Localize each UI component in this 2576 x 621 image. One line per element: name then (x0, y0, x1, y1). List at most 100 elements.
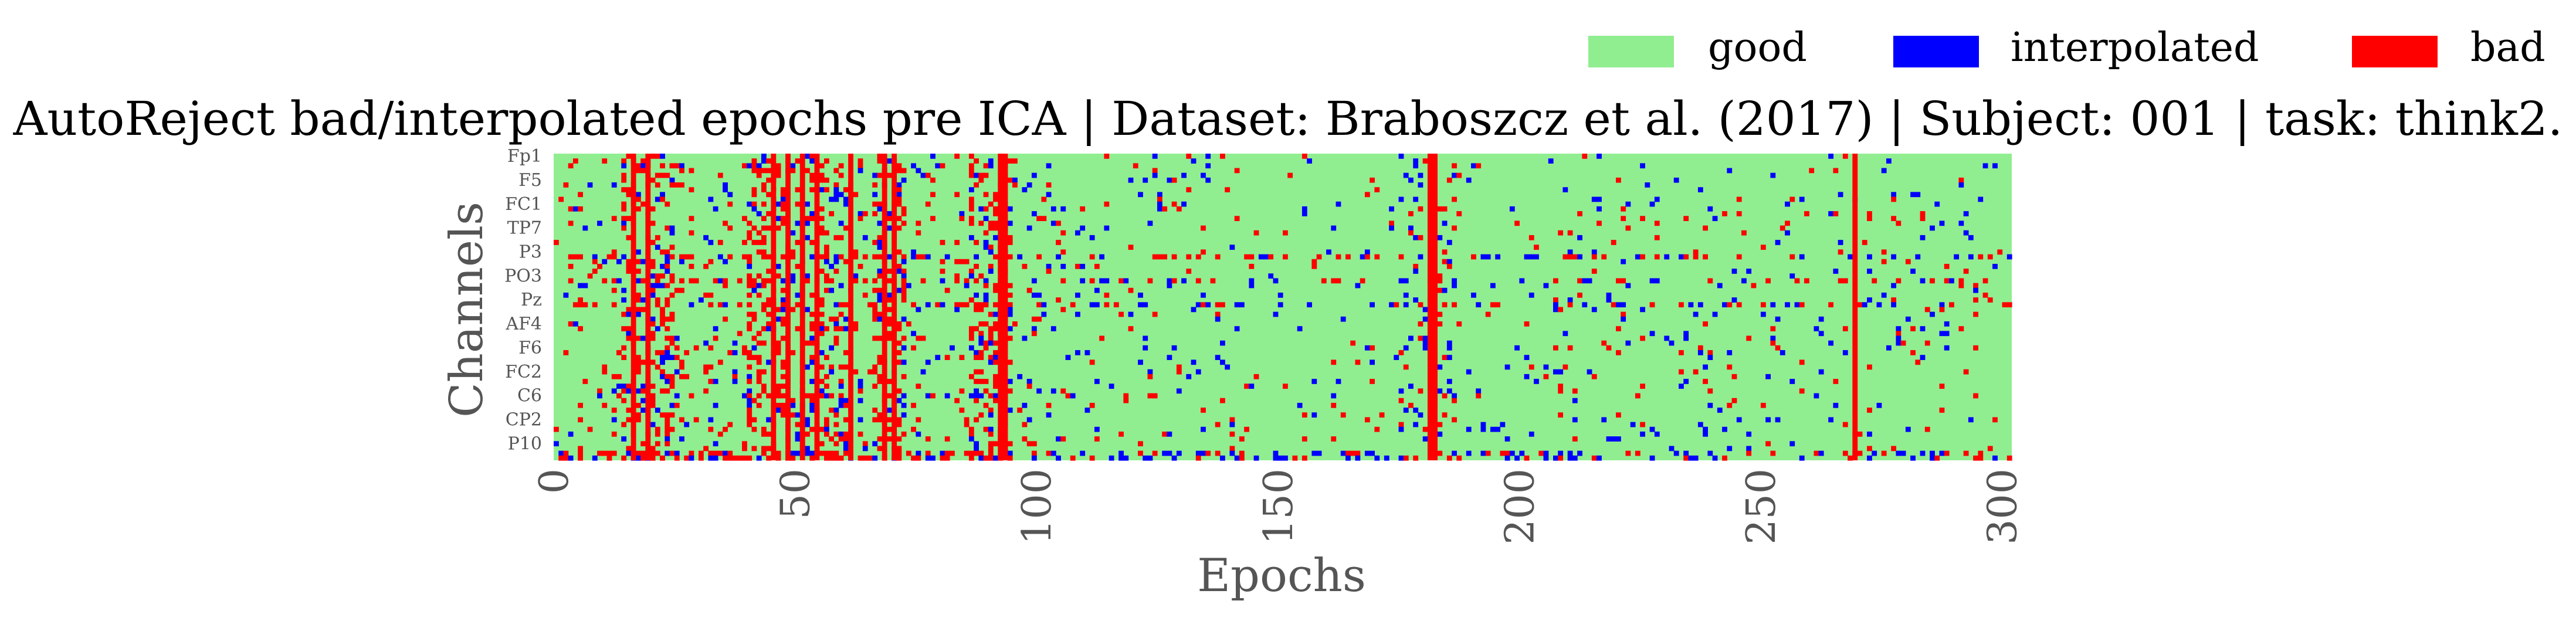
heatmap-cell (1408, 177, 1414, 183)
heatmap-cell (1649, 278, 1655, 284)
heatmap-cell (1128, 311, 1134, 317)
heatmap-cell (708, 302, 714, 308)
heatmap-cell (819, 254, 825, 260)
heatmap-cell (665, 225, 670, 231)
heatmap-cell (665, 345, 670, 351)
heatmap-cell (1060, 436, 1066, 442)
heatmap-cell (901, 393, 907, 399)
heatmap-cell (1736, 302, 1742, 308)
heatmap-cell (1514, 220, 1520, 226)
heatmap-cell (1509, 206, 1515, 212)
heatmap-cell (911, 402, 916, 408)
heatmap-cell (1413, 235, 1419, 240)
heatmap-cell (968, 374, 974, 379)
heatmap-cell (1973, 455, 1978, 461)
heatmap-cell (896, 450, 902, 456)
heatmap-cell (1480, 422, 1486, 427)
heatmap-cell (1891, 216, 1897, 221)
heatmap-cell (993, 398, 998, 403)
heatmap-cell (1007, 235, 1013, 240)
heatmap-cell (1123, 278, 1129, 284)
heatmap-cell (1485, 254, 1491, 260)
heatmap-cell (761, 249, 767, 255)
heatmap-cell (1316, 450, 1322, 456)
heatmap-cell (1558, 412, 1564, 418)
heatmap-cell (679, 278, 684, 284)
heatmap-cell (901, 402, 907, 408)
heatmap-cell (1799, 254, 1805, 260)
heatmap-cell (1046, 182, 1052, 188)
heatmap-cell (1727, 168, 1733, 174)
heatmap-cell (1336, 201, 1341, 207)
heatmap-cell (886, 278, 892, 284)
heatmap-cell (857, 398, 863, 403)
heatmap-cell (896, 168, 902, 174)
heatmap-cell (1640, 335, 1645, 341)
heatmap-cell (964, 302, 970, 308)
heatmap-cell (635, 196, 641, 202)
heatmap-cell (660, 249, 665, 255)
heatmap-cell (829, 369, 835, 375)
heatmap-cell (1244, 384, 1249, 389)
heatmap-cell (950, 450, 955, 456)
heatmap-cell (1654, 254, 1660, 260)
heatmap-cell (621, 254, 627, 260)
heatmap-cell (568, 206, 574, 212)
heatmap-cell (1370, 379, 1375, 384)
heatmap-cell (1331, 225, 1337, 231)
heatmap-cell (1770, 340, 1776, 346)
heatmap-cell (886, 426, 892, 432)
heatmap-cell (1896, 220, 1902, 226)
heatmap-cell (940, 259, 945, 264)
heatmap-cell (1201, 426, 1206, 432)
heatmap-cell (823, 187, 829, 192)
heatmap-cell (703, 364, 709, 370)
heatmap-cell (993, 196, 998, 202)
heatmap-cell (1572, 398, 1578, 403)
heatmap-cell (901, 269, 907, 274)
heatmap-cell (1128, 177, 1134, 183)
heatmap-cell (974, 254, 979, 260)
heatmap-cell (877, 316, 883, 322)
heatmap-cell (1910, 326, 1916, 331)
heatmap-cell (621, 163, 627, 169)
heatmap-cell (1736, 211, 1742, 216)
heatmap-cell (1301, 412, 1307, 418)
heatmap-cell (1128, 326, 1134, 331)
heatmap-cell (1471, 163, 1476, 169)
heatmap-cell (872, 364, 878, 370)
heatmap-cell (751, 287, 757, 293)
heatmap-cell (940, 278, 945, 284)
heatmap-cell (1364, 450, 1370, 456)
heatmap-cell (978, 331, 984, 337)
heatmap-cell (1703, 426, 1708, 432)
x-tick-label: 0 (531, 469, 578, 494)
heatmap-cell (1143, 345, 1148, 351)
heatmap-cell (1452, 302, 1457, 308)
heatmap-cell (650, 273, 656, 279)
heatmap-cell (635, 259, 641, 264)
heatmap-cell (650, 263, 656, 269)
heatmap-cell (877, 269, 883, 274)
heatmap-cell (833, 235, 839, 240)
heatmap-cell (1268, 254, 1274, 260)
heatmap-cell (1374, 187, 1380, 192)
heatmap-cell (1693, 311, 1699, 317)
heatmap-cell (689, 455, 694, 461)
heatmap-cell (1572, 436, 1578, 442)
heatmap-cell (1780, 350, 1785, 355)
heatmap-cell (1649, 331, 1655, 337)
heatmap-cell (1760, 311, 1766, 317)
heatmap-cell (964, 278, 970, 284)
heatmap-cell (1934, 201, 1940, 207)
heatmap-cell (978, 307, 984, 313)
heatmap-cell (1693, 254, 1699, 260)
heatmap-cell (626, 331, 632, 337)
heatmap-cell (1553, 307, 1558, 313)
heatmap-cell (626, 408, 632, 413)
heatmap-cell (674, 393, 680, 399)
heatmap-cell (968, 172, 974, 178)
heatmap-cell (1466, 450, 1472, 456)
heatmap-cell (829, 436, 835, 442)
heatmap-cell (1384, 455, 1389, 461)
